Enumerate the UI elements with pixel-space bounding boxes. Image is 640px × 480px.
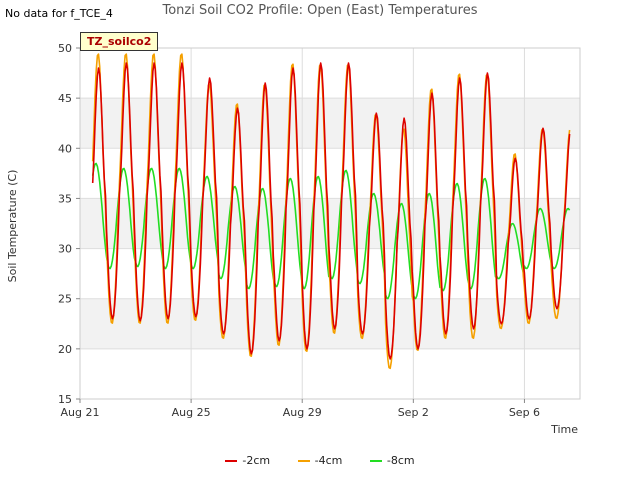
site-tag: TZ_soilco2 (80, 32, 159, 51)
grid-band (80, 348, 580, 399)
y-axis-label: Soil Temperature (C) (6, 170, 19, 283)
legend-item-2cm: -2cm (225, 454, 270, 467)
grid-band (80, 148, 580, 199)
legend-label-8cm: -8cm (386, 454, 415, 467)
y-tick-label: 20 (58, 343, 72, 356)
legend-swatch-8cm (369, 460, 382, 462)
y-axis-ticks: 15 20 25 30 35 40 45 50 (58, 42, 80, 406)
legend-swatch-2cm (225, 460, 238, 462)
legend-swatch-4cm (297, 460, 310, 462)
y-tick-label: 30 (58, 243, 72, 256)
legend-label-4cm: -4cm (314, 454, 343, 467)
x-tick-label: Sep 6 (509, 406, 540, 419)
y-tick-label: 25 (58, 293, 72, 306)
legend-item-8cm: -8cm (369, 454, 415, 467)
plot-background-bands (80, 48, 580, 399)
grid-band (80, 198, 580, 249)
legend-item-4cm: -4cm (297, 454, 343, 467)
x-tick-label: Aug 25 (172, 406, 211, 419)
x-tick-label: Aug 29 (283, 406, 322, 419)
chart-title: Tonzi Soil CO2 Profile: Open (East) Temp… (162, 3, 478, 18)
no-data-note: No data for f_TCE_4 (5, 7, 113, 20)
y-tick-label: 45 (58, 92, 72, 105)
y-tick-label: 35 (58, 192, 72, 205)
y-tick-label: 15 (58, 393, 72, 406)
x-axis-ticks: Aug 21 Aug 25 Aug 29 Sep 2 Sep 6 (61, 399, 540, 419)
x-tick-label: Aug 21 (61, 406, 100, 419)
plot-frame (79, 47, 581, 400)
grid-band (80, 298, 580, 349)
x-tick-label: Sep 2 (398, 406, 429, 419)
legend-label-2cm: -2cm (242, 454, 271, 467)
legend: -2cm -4cm -8cm (0, 454, 640, 467)
grid-band (80, 98, 580, 149)
series-line-neg2cm (91, 62, 571, 360)
y-tick-label: 50 (58, 42, 72, 55)
x-axis-label: Time (550, 423, 578, 436)
y-tick-label: 40 (58, 142, 72, 155)
series-lines (91, 53, 571, 370)
grid-band (80, 48, 580, 99)
